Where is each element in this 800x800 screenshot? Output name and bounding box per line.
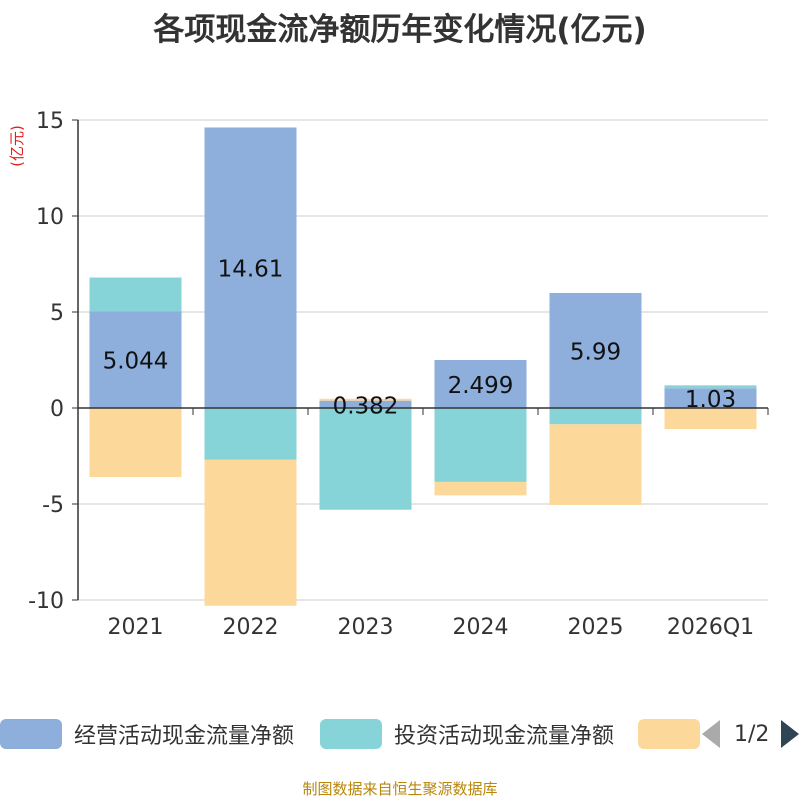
bar-financing[interactable]: [664, 408, 757, 430]
bar-investing[interactable]: [204, 408, 297, 460]
data-label: 5.99: [570, 339, 621, 365]
legend-swatch-investing: [320, 719, 382, 749]
bar-investing[interactable]: [664, 385, 757, 389]
legend-item-operating[interactable]: 经营活动现金流量净额: [0, 714, 294, 754]
bar-financing[interactable]: [319, 398, 412, 401]
y-tick-label: -5: [42, 493, 64, 518]
bar-operating[interactable]: [549, 292, 642, 408]
bar-investing[interactable]: [89, 277, 182, 312]
legend-swatch-operating: [0, 719, 62, 749]
legend-page-indicator: 1/2: [734, 721, 770, 747]
y-tick-label: 0: [50, 397, 64, 422]
chart-title: 各项现金流净额历年变化情况(亿元): [153, 12, 647, 48]
data-label: 2.499: [448, 373, 514, 399]
y-tick-label: 10: [36, 205, 64, 230]
bar-operating[interactable]: [434, 360, 527, 408]
y-tick-label: 5: [50, 301, 64, 326]
data-label: 0.382: [333, 393, 399, 419]
x-tick-label: 2022: [223, 615, 279, 640]
bar-operating[interactable]: [89, 311, 182, 408]
legend-prev-icon[interactable]: [702, 720, 720, 748]
legend-item-investing[interactable]: 投资活动现金流量净额: [320, 714, 614, 754]
x-tick-label: 2025: [568, 615, 624, 640]
bar-operating[interactable]: [319, 400, 412, 408]
bar-investing[interactable]: [549, 408, 642, 425]
bar-operating[interactable]: [664, 388, 757, 408]
legend: 经营活动现金流量净额 投资活动现金流量净额 1/2: [0, 714, 800, 754]
legend-pager: 1/2: [702, 714, 800, 754]
bar-financing[interactable]: [549, 424, 642, 505]
legend-next-icon[interactable]: [781, 720, 800, 748]
bar-financing[interactable]: [204, 459, 297, 606]
legend-label-investing: 投资活动现金流量净额: [394, 724, 615, 749]
bar-investing[interactable]: [319, 408, 412, 510]
legend-item-financing[interactable]: [638, 714, 700, 754]
data-label: 5.044: [103, 349, 169, 375]
bar-financing[interactable]: [89, 408, 182, 478]
legend-label-operating: 经营活动现金流量净额: [74, 724, 295, 749]
legend-swatch-financing: [638, 719, 700, 749]
y-axis-label: (亿元): [8, 125, 26, 167]
y-tick-label: -10: [28, 589, 64, 614]
x-tick-label: 2026Q1: [667, 615, 754, 640]
data-label: 14.61: [218, 257, 284, 283]
y-tick-label: 15: [36, 109, 64, 134]
x-tick-label: 2023: [338, 615, 394, 640]
data-label: 1.03: [685, 387, 736, 413]
x-tick-label: 2021: [108, 615, 164, 640]
bar-financing[interactable]: [434, 481, 527, 496]
source-note: 制图数据来自恒生聚源数据库: [302, 780, 498, 798]
bar-investing[interactable]: [434, 408, 527, 482]
x-tick-label: 2024: [453, 615, 509, 640]
bar-operating[interactable]: [204, 127, 297, 408]
